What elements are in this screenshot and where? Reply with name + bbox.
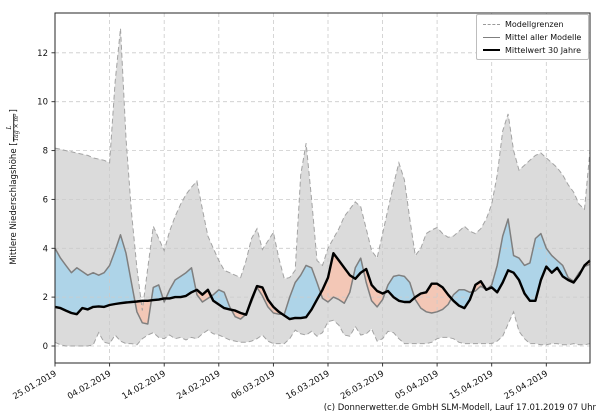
below-mean-fill xyxy=(231,309,246,320)
y-tick-label: 6 xyxy=(43,195,48,205)
legend: Modellgrenzen Mittel aller Modelle Mitte… xyxy=(476,14,590,60)
y-tick-label: 2 xyxy=(43,293,48,303)
above-mean-fill xyxy=(55,234,135,315)
legend-label: Mittelwert 30 Jahre xyxy=(505,45,582,55)
y-axis-label-text: Mittlere Niederschlagshöhe [ xyxy=(9,142,20,265)
y-tick-label: 10 xyxy=(37,98,48,108)
legend-item-mittel-aller-modelle: Mittel aller Modelle xyxy=(483,32,581,42)
x-tick-label: 25.04.2019 xyxy=(503,369,550,402)
x-tick-label: 16.03.2019 xyxy=(284,369,331,402)
y-axis-unit-fraction: L Tag × m² xyxy=(6,113,21,142)
model-range-band xyxy=(55,28,590,347)
y-tick-label: 12 xyxy=(37,49,48,59)
y-axis-unit-denominator: Tag × m² xyxy=(13,113,21,142)
x-tick-label: 04.02.2019 xyxy=(66,369,113,402)
model-range-upper-edge xyxy=(54,28,591,311)
x-tick-label: 24.02.2019 xyxy=(175,369,222,402)
below-mean-fill xyxy=(320,253,354,304)
legend-label: Mittel aller Modelle xyxy=(505,32,582,42)
above-mean-fill xyxy=(165,267,196,299)
above-mean-fill xyxy=(486,219,583,301)
y-axis-label-suffix: ] xyxy=(9,109,20,113)
x-tick-label: 14.02.2019 xyxy=(121,369,168,402)
black-line-sample-icon xyxy=(483,49,500,51)
above-mean-fill xyxy=(151,284,164,301)
legend-item-mittelwert-30-jahre: Mittelwert 30 Jahre xyxy=(483,45,581,55)
legend-label: Modellgrenzen xyxy=(505,19,564,29)
below-mean-fill xyxy=(135,300,152,324)
x-tick-label: 06.03.2019 xyxy=(230,369,277,402)
above-mean-fill xyxy=(211,289,232,310)
y-tick-label: 8 xyxy=(43,147,48,157)
y-axis-label: Mittlere Niederschlagshöhe [L Tag × m²] xyxy=(6,109,21,265)
model-mean-line xyxy=(54,218,591,325)
gray-line-sample-icon xyxy=(483,36,500,38)
x-tick-label: 15.04.2019 xyxy=(448,369,495,402)
y-tick-label: 0 xyxy=(43,342,48,352)
x-tick-label: 25.01.2019 xyxy=(11,369,58,402)
above-mean-fill xyxy=(282,265,321,320)
dashed-line-sample-icon xyxy=(483,23,500,25)
copyright-note: (c) Donnerwetter.de GmbH SLM-Modell, Lau… xyxy=(323,403,596,413)
plot-border xyxy=(54,12,591,364)
below-mean-fill xyxy=(414,283,452,313)
legend-item-modellgrenzen: Modellgrenzen xyxy=(483,19,581,29)
model-range-lower-edge xyxy=(54,310,591,347)
mean30-line xyxy=(54,252,591,321)
above-mean-fill xyxy=(353,258,364,279)
y-tick-label: 4 xyxy=(43,244,48,254)
x-tick-label: 26.03.2019 xyxy=(339,369,386,402)
x-tick-label: 05.04.2019 xyxy=(393,369,440,402)
